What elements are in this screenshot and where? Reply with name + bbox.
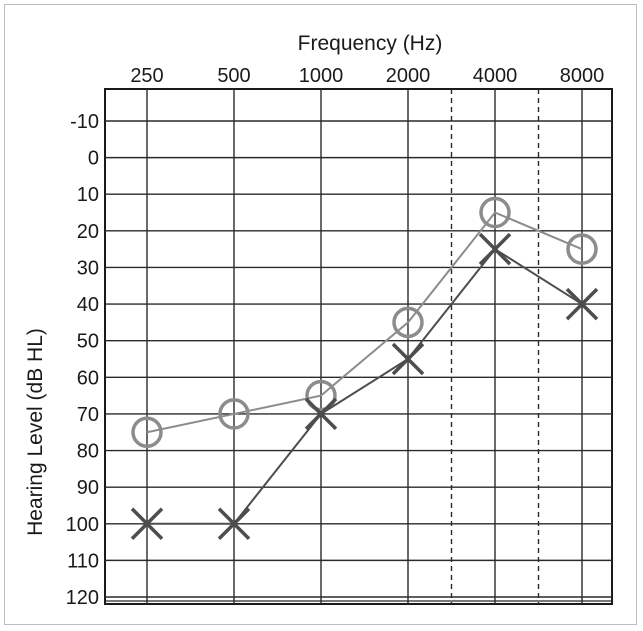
grid <box>104 88 613 605</box>
y-tick-label: 30 <box>77 257 99 279</box>
x-tick-label: 250 <box>130 65 163 87</box>
x-tick-label: 1000 <box>299 65 344 87</box>
x-axis-title: Frequency (Hz) <box>298 32 443 55</box>
y-tick-label: 60 <box>77 367 99 389</box>
circle-marker <box>566 233 598 265</box>
y-tick-label: 80 <box>77 441 99 463</box>
x-marker <box>391 342 425 376</box>
y-tick-label: 110 <box>67 550 99 572</box>
series-line-circle <box>146 211 583 434</box>
y-tick-label: 90 <box>77 477 99 499</box>
x-marker <box>565 287 599 321</box>
x-tick-labels: 250 500 1000 2000 4000 8000 <box>130 65 604 87</box>
y-tick-label: 10 <box>77 184 99 206</box>
x-tick-label: 2000 <box>386 65 431 87</box>
circle-marker <box>305 379 337 412</box>
y-tick-label: 70 <box>77 404 99 426</box>
circle-marker <box>392 306 424 339</box>
y-axis-title: Hearing Level (dB HL) <box>24 328 47 536</box>
x-marker <box>217 507 251 541</box>
circle-marker <box>131 416 163 448</box>
x-tick-label: 4000 <box>473 65 518 87</box>
y-tick-label: 40 <box>77 294 99 316</box>
y-tick-labels: -10 0 10 20 30 40 50 60 70 80 90 100 110 120 <box>66 111 99 609</box>
x-tick-label: 8000 <box>560 65 605 87</box>
y-tick-label: 50 <box>77 331 99 353</box>
x-marker <box>130 507 164 541</box>
y-tick-label: 100 <box>66 514 99 536</box>
y-tick-label: 0 <box>88 148 99 170</box>
x-marker <box>304 397 338 431</box>
y-tick-label: 20 <box>77 221 99 243</box>
circle-marker <box>479 196 511 229</box>
plot-border <box>104 88 613 605</box>
series-line-x <box>147 247 583 525</box>
y-tick-label: -10 <box>70 111 99 133</box>
circle-marker <box>218 398 250 430</box>
x-tick-label: 500 <box>217 65 250 87</box>
series <box>130 196 599 541</box>
y-tick-label: 120 <box>66 587 99 609</box>
x-marker <box>478 232 512 266</box>
